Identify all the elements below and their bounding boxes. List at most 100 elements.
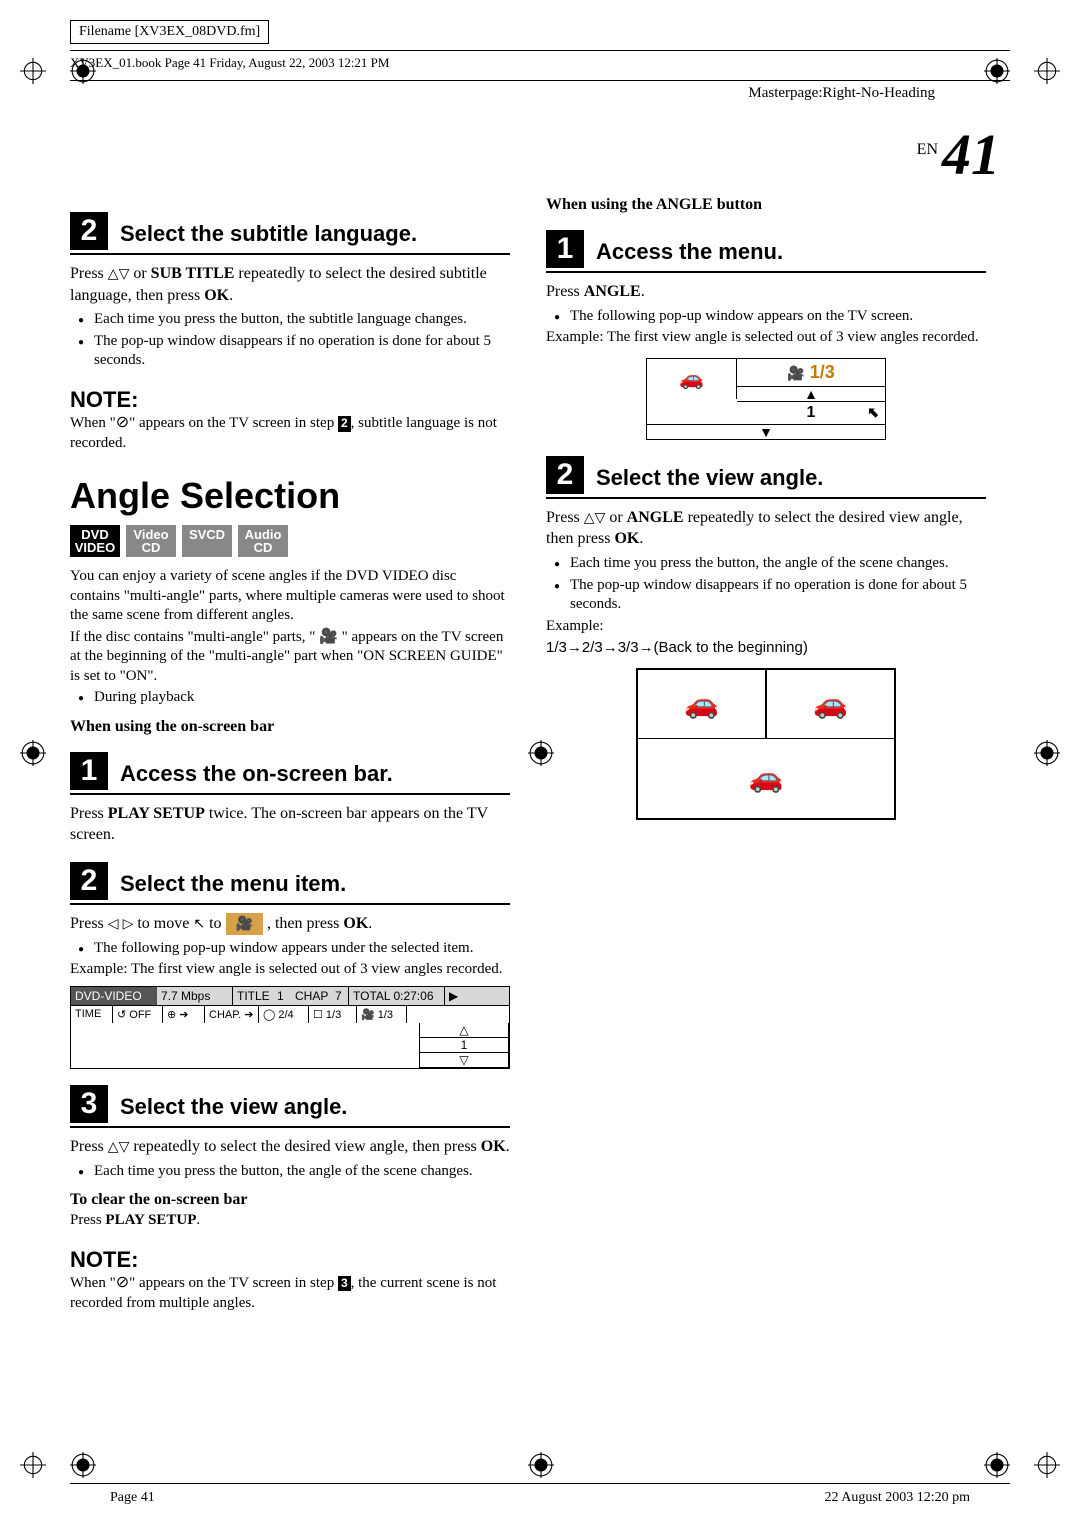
note-heading: NOTE: bbox=[70, 387, 510, 413]
page-number-value: 41 bbox=[942, 122, 1000, 187]
body-text: Press or ANGLE repeatedly to select the … bbox=[546, 507, 986, 550]
badge-audio-cd: Audio CD bbox=[238, 525, 288, 557]
list-item: The pop-up window disappears if no opera… bbox=[558, 576, 986, 615]
page-prefix: EN bbox=[917, 141, 938, 158]
bullet-list: Each time you press the button, the subt… bbox=[70, 310, 510, 371]
body-text: You can enjoy a variety of scene angles … bbox=[70, 567, 510, 626]
crop-mark-icon bbox=[70, 1452, 96, 1478]
list-item: The pop-up window disappears if no opera… bbox=[82, 332, 510, 371]
angle-ratio: 1/3 bbox=[737, 359, 885, 387]
example-label: Example: bbox=[546, 617, 986, 637]
step-number: 3 bbox=[70, 1085, 108, 1123]
osd-chap-label: CHAP bbox=[291, 987, 331, 1005]
step-heading: Select the subtitle language. bbox=[120, 221, 417, 250]
step-heading: Select the menu item. bbox=[120, 871, 346, 900]
prohibit-icon bbox=[116, 415, 129, 431]
osd-audio: ◯ 2/4 bbox=[259, 1006, 309, 1023]
note-text: When "" appears on the TV screen in step… bbox=[70, 1273, 510, 1313]
step-heading: Select the view angle. bbox=[120, 1094, 347, 1123]
note-heading: NOTE: bbox=[70, 1247, 510, 1273]
osd-chap-jump: CHAP. ➔ bbox=[205, 1006, 259, 1023]
angle-sequence-text: 1/3→2/3→3/3→(Back to the beginning) bbox=[546, 638, 986, 658]
list-item: Each time you press the button, the subt… bbox=[82, 310, 510, 330]
triangle-up-icon bbox=[584, 509, 595, 526]
book-info: XV3EX_01.book Page 41 Friday, August 22,… bbox=[70, 53, 1010, 74]
triangle-left-icon bbox=[108, 915, 119, 932]
angle-thumbnail-icon: 🚗 bbox=[647, 359, 737, 399]
step-reference: 3 bbox=[338, 1276, 351, 1292]
crop-mark-icon bbox=[1034, 740, 1060, 766]
dropdown-value: 1 bbox=[420, 1038, 508, 1053]
badge-video-cd: Video CD bbox=[126, 525, 176, 557]
step-number: 1 bbox=[70, 752, 108, 790]
list-item: Each time you press the button, the angl… bbox=[558, 554, 986, 574]
triangle-up-icon bbox=[108, 1138, 119, 1155]
body-text: Press to move to , then press OK. bbox=[70, 913, 510, 935]
osd-time: TIME bbox=[71, 1006, 113, 1023]
badge-svcd: SVCD bbox=[182, 525, 232, 557]
angle-pane-3: 🚗 bbox=[637, 739, 895, 819]
example-text: Example: The first view angle is selecte… bbox=[546, 328, 986, 348]
triangle-down-icon bbox=[595, 509, 606, 526]
osd-bitrate: 7.7 Mbps bbox=[157, 987, 233, 1005]
body-text: If the disc contains "multi-angle" parts… bbox=[70, 628, 510, 687]
footer-rule bbox=[70, 1483, 1010, 1484]
right-column: When using the ANGLE button 1 Access the… bbox=[546, 196, 986, 1315]
triangle-down-icon bbox=[119, 1138, 130, 1155]
crop-mark-icon bbox=[984, 1452, 1010, 1478]
angle-pane-2: 🚗 bbox=[766, 669, 895, 739]
triangle-down-icon bbox=[119, 265, 130, 282]
format-badges: DVD VIDEO Video CD SVCD Audio CD bbox=[70, 525, 510, 557]
step-2-menuitem: 2 Select the menu item. bbox=[70, 862, 510, 905]
crop-mark-icon bbox=[20, 58, 46, 84]
step-3-viewangle: 3 Select the view angle. bbox=[70, 1085, 510, 1128]
osd-play-icon: ▶ bbox=[445, 987, 463, 1005]
step-number: 2 bbox=[70, 862, 108, 900]
list-item: Each time you press the button, the angl… bbox=[82, 1162, 510, 1182]
angle-popup-down-icon: ▼ bbox=[647, 424, 885, 439]
dropdown-down-icon: ▽ bbox=[420, 1053, 508, 1067]
section-title-angle: Angle Selection bbox=[70, 475, 510, 517]
body-text: Press repeatedly to select the desired v… bbox=[70, 1136, 510, 1158]
angle-pane-1: 🚗 bbox=[637, 669, 766, 739]
cursor-arrow-icon bbox=[193, 915, 205, 932]
example-text: Example: The first view angle is selecte… bbox=[70, 960, 510, 980]
prohibit-icon bbox=[116, 1275, 129, 1291]
step-1-access-menu: 1 Access the menu. bbox=[546, 230, 986, 273]
osd-angle-selector-dropdown: △ 1 ▽ bbox=[419, 1023, 509, 1068]
badge-dvd-video: DVD VIDEO bbox=[70, 525, 120, 557]
list-item: The following pop-up window appears unde… bbox=[82, 939, 510, 959]
page: Filename [XV3EX_08DVD.fm] XV3EX_01.book … bbox=[70, 20, 1010, 1315]
subheading: When using the ANGLE button bbox=[546, 196, 986, 214]
angle-popup-window: 🚗 1/3 ▲ 1 ⬉ ▼ bbox=[646, 358, 886, 440]
triangle-right-icon bbox=[123, 915, 134, 932]
step-number: 2 bbox=[70, 212, 108, 250]
crop-mark-icon bbox=[20, 740, 46, 766]
footer-page: Page 41 bbox=[110, 1490, 155, 1506]
osd-total-time: TOTAL 0:27:06 bbox=[349, 987, 445, 1005]
angle-popup-up-icon: ▲ bbox=[737, 387, 885, 402]
camera-angle-icon bbox=[787, 362, 804, 382]
osd-title-num: 1 bbox=[273, 987, 291, 1005]
step-heading: Access the on-screen bar. bbox=[120, 761, 393, 790]
crop-mark-icon bbox=[528, 1452, 554, 1478]
page-number: EN 41 bbox=[70, 121, 1010, 188]
osd-time-jump: ⊕ ➔ bbox=[163, 1006, 205, 1023]
step-2-select-angle: 2 Select the view angle. bbox=[546, 456, 986, 499]
subheading: To clear the on-screen bar bbox=[70, 1191, 510, 1209]
footer-date: 22 August 2003 12:20 pm bbox=[825, 1490, 970, 1506]
osd-disc-type: DVD-VIDEO bbox=[71, 987, 157, 1005]
dropdown-up-icon: △ bbox=[420, 1023, 508, 1038]
triangle-up-icon bbox=[108, 265, 119, 282]
angle-current-value: 1 ⬉ bbox=[737, 402, 885, 424]
step-heading: Select the view angle. bbox=[596, 465, 823, 494]
step-heading: Access the menu. bbox=[596, 239, 783, 268]
step-number: 1 bbox=[546, 230, 584, 268]
crop-mark-icon bbox=[1034, 58, 1060, 84]
crop-mark-icon bbox=[20, 1452, 46, 1478]
osd-repeat: ↺ OFF bbox=[113, 1006, 163, 1023]
subheading: When using the on-screen bar bbox=[70, 718, 510, 736]
list-item: The following pop-up window appears on t… bbox=[558, 307, 986, 327]
list-item: During playback bbox=[82, 688, 510, 708]
filename-box: Filename [XV3EX_08DVD.fm] bbox=[70, 20, 269, 44]
